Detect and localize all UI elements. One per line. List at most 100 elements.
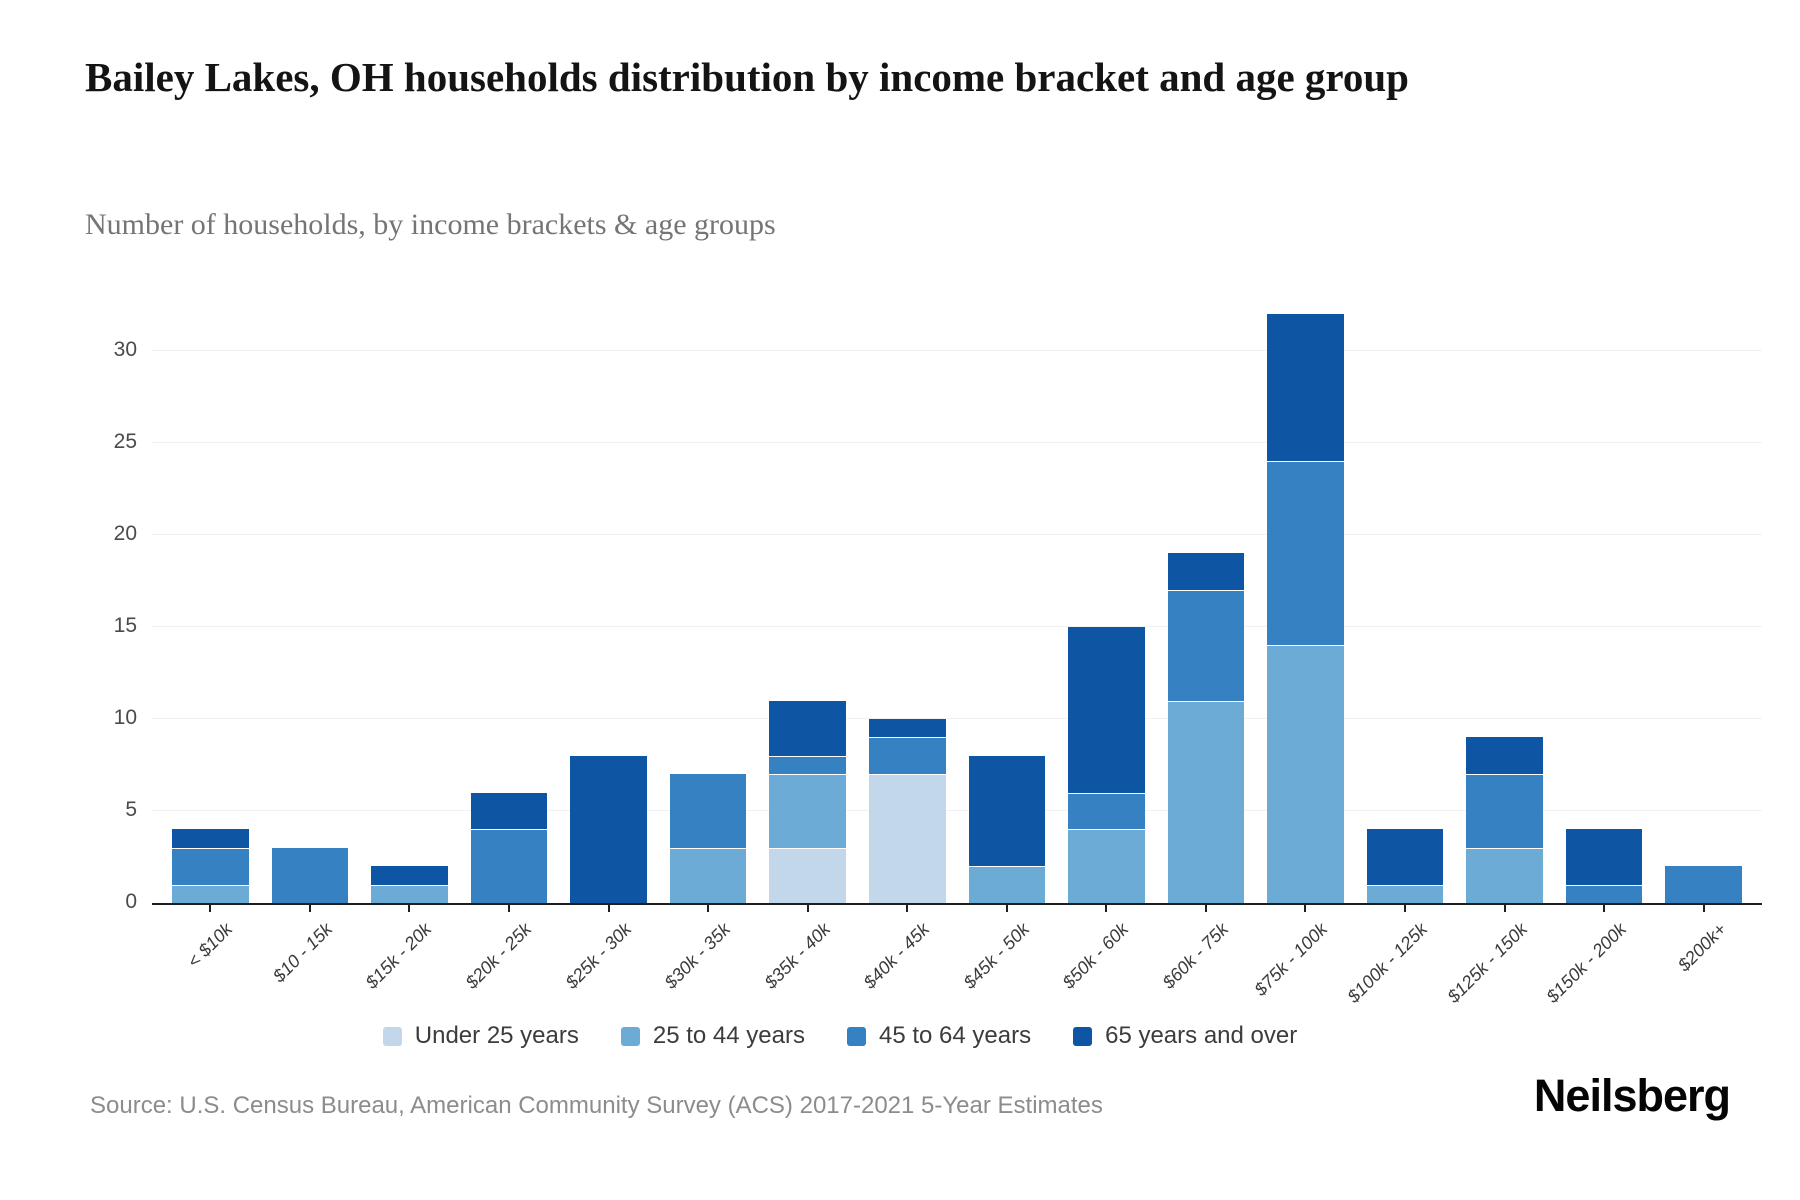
bar-segment[interactable] [371, 866, 448, 885]
bar-segment[interactable] [968, 755, 1046, 867]
legend-item[interactable]: 45 to 64 years [846, 1022, 1032, 1050]
legend: Under 25 years 25 to 44 years 45 to 64 yea… [0, 1022, 1680, 1050]
legend-swatch-icon [1073, 1026, 1093, 1046]
bar-segment[interactable] [570, 755, 647, 903]
bar-segment[interactable] [1068, 792, 1145, 830]
gridline [152, 626, 1762, 627]
bar-$25k - 30k[interactable] [570, 755, 647, 903]
bar-segment[interactable] [1565, 884, 1643, 903]
bar-segment[interactable] [1366, 884, 1444, 903]
y-axis-tick-label: 20 [113, 522, 137, 545]
bar-$10 - 15k[interactable] [271, 847, 349, 903]
y-axis-tick-label: 30 [113, 338, 137, 361]
x-axis-tick [1105, 905, 1108, 912]
bar-$15k - 20k[interactable] [371, 866, 448, 903]
gridline [152, 350, 1762, 351]
bar-segment[interactable] [1466, 737, 1543, 775]
x-axis-tick [707, 905, 710, 912]
bar-segment[interactable] [1167, 590, 1245, 701]
page-subtitle: Number of households, by income brackets… [85, 208, 776, 241]
x-axis-tick [1603, 905, 1606, 912]
legend-swatch-icon [620, 1026, 640, 1046]
x-axis-tick-label: $30k - 35k [660, 919, 735, 993]
bar-segment[interactable] [868, 774, 946, 903]
bar-segment[interactable] [1267, 645, 1344, 903]
bar-segment[interactable] [1466, 774, 1543, 848]
bar-segment[interactable] [669, 774, 747, 848]
bar-$75k - 100k[interactable] [1267, 314, 1344, 903]
bar-$200k+[interactable] [1665, 866, 1742, 903]
x-axis-tick-label: $125k - 150k [1442, 919, 1531, 1007]
bar-segment[interactable] [968, 866, 1046, 903]
source-text: Source: U.S. Census Bureau, American Com… [90, 1092, 1103, 1119]
legend-item[interactable]: Under 25 years [382, 1022, 579, 1050]
x-axis-tick [1404, 905, 1407, 912]
bar-segment[interactable] [1366, 829, 1444, 885]
bar-segment[interactable] [868, 737, 946, 775]
legend-item[interactable]: 25 to 44 years [620, 1022, 805, 1050]
bar-$35k - 40k[interactable] [769, 700, 846, 903]
bar-segment[interactable] [172, 847, 249, 885]
legend-item[interactable]: 65 years and over [1073, 1022, 1297, 1050]
x-axis-tick-label: $35k - 40k [760, 919, 834, 993]
x-axis-tick-label: $75k - 100k [1250, 919, 1332, 1000]
bar-segment[interactable] [868, 719, 946, 738]
legend-label: 65 years and over [1105, 1022, 1298, 1049]
y-axis-tick-label: 0 [125, 890, 137, 913]
gridline [152, 810, 1762, 811]
bar-$40k - 45k[interactable] [868, 719, 946, 903]
x-axis-tick-label: $100k - 125k [1343, 919, 1432, 1007]
bar-segment[interactable] [172, 829, 249, 848]
bar-segment[interactable] [1068, 627, 1145, 793]
bar-segment[interactable] [1167, 700, 1245, 903]
gridline [152, 442, 1762, 443]
y-axis-tick-label: 10 [113, 706, 137, 729]
bar-segment[interactable] [1466, 847, 1543, 903]
x-axis-tick-label: $15k - 20k [361, 919, 436, 993]
bar-segment[interactable] [1665, 866, 1742, 903]
bar-segment[interactable] [1267, 461, 1344, 646]
legend-swatch-icon [382, 1026, 402, 1046]
bar-$150k - 200k[interactable] [1565, 829, 1643, 903]
bar-segment[interactable] [271, 847, 349, 903]
bar-segment[interactable] [769, 700, 846, 756]
x-axis-tick [906, 905, 909, 912]
x-axis-tick [507, 905, 510, 912]
gridline [152, 534, 1762, 535]
bar-segment[interactable] [769, 847, 846, 903]
x-axis-tick [1503, 905, 1506, 912]
x-axis-tick-label: $40k - 45k [859, 919, 934, 993]
bar-$125k - 150k[interactable] [1466, 737, 1543, 903]
bar-segment[interactable] [470, 792, 548, 830]
x-axis-tick-label: $45k - 50k [959, 919, 1033, 993]
bar-$100k - 125k[interactable] [1366, 829, 1444, 903]
bar-< $10k[interactable] [172, 829, 249, 903]
x-axis-tick-label: $60k - 75k [1158, 919, 1233, 993]
bar-segment[interactable] [1565, 829, 1643, 885]
gridline [152, 718, 1762, 719]
bar-$60k - 75k[interactable] [1167, 553, 1245, 903]
bar-segment[interactable] [1068, 829, 1145, 903]
legend-label: 45 to 64 years [878, 1022, 1032, 1049]
bar-segment[interactable] [172, 884, 249, 903]
x-axis-tick [806, 905, 809, 912]
bar-segment[interactable] [1167, 553, 1245, 591]
bar-$45k - 50k[interactable] [968, 755, 1046, 903]
x-axis-tick [1204, 905, 1207, 912]
bar-$50k - 60k[interactable] [1068, 627, 1145, 903]
bar-$20k - 25k[interactable] [470, 792, 548, 903]
bar-segment[interactable] [470, 829, 548, 903]
x-axis-tick-label: $10 - 15k [268, 919, 336, 987]
x-axis-tick-label: $50k - 60k [1058, 919, 1133, 993]
bar-segment[interactable] [669, 847, 747, 903]
bar-segment[interactable] [769, 774, 846, 848]
y-axis-tick-label: 5 [125, 798, 137, 821]
bar-segment[interactable] [769, 755, 846, 775]
page-title: Bailey Lakes, OH households distribution… [85, 54, 1409, 100]
x-axis-tick [209, 905, 212, 912]
bar-segment[interactable] [1267, 314, 1344, 462]
bars-container [152, 280, 1762, 903]
bar-segment[interactable] [371, 884, 448, 903]
bar-$30k - 35k[interactable] [669, 774, 747, 903]
